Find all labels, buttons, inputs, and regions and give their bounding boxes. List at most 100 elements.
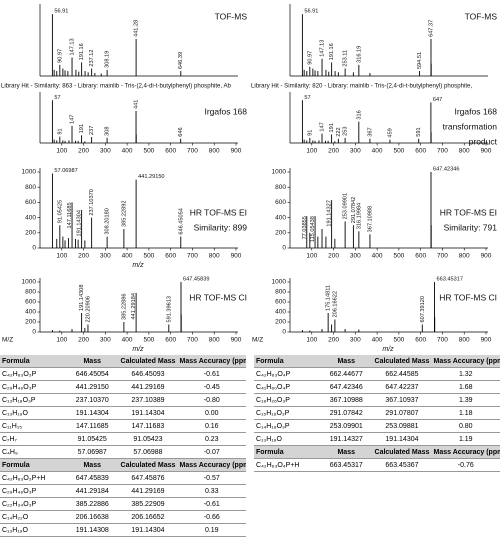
- peak-label: 91.05425: [57, 200, 63, 223]
- table-cell: 441.29150: [66, 380, 119, 394]
- panel-title: Irgafos 168: [454, 106, 497, 116]
- header-cell: Mass Accuracy (ppm): [177, 355, 246, 368]
- table-cell: C₇H₇: [0, 432, 67, 446]
- x-tick-label: 400: [122, 148, 133, 155]
- table-cell: 191.14308: [66, 523, 119, 537]
- right-spectra: TOF-MS 56.91 90.97 147.13 191.16 253.11 316.19…: [251, 4, 498, 352]
- x-tick-label: 900: [231, 253, 242, 260]
- peak-label: 147: [319, 122, 325, 131]
- table-cell: 0.23: [177, 432, 246, 446]
- x-axis-label: m/z: [132, 262, 144, 269]
- table-cell: 663.45317: [320, 458, 373, 472]
- table-cell: C₄₂H₆₃O₃P+H: [0, 471, 67, 485]
- header-cell: Mass Accuracy (ppm): [431, 445, 500, 459]
- table-cell: 647.45839: [66, 471, 119, 485]
- x-tick-label: 500: [143, 337, 154, 344]
- x-tick-label: 800: [459, 253, 470, 260]
- left-spectra: TOF-MS 56.91 90.97 147.13 191.16 237.12 308.19…: [1, 4, 248, 352]
- peak-label: 147: [69, 115, 75, 124]
- library-hit: Library Hit - Similarity: 863 - Library:…: [1, 83, 232, 90]
- table-cell: 0.16: [177, 419, 246, 433]
- x-tick-label: 100: [56, 148, 67, 155]
- y-tick-label: 200: [275, 319, 286, 326]
- table-cell: C₁₃H₁₉O: [254, 432, 321, 446]
- table-cell: 191.14327: [320, 432, 373, 446]
- table-cell: 253.09881: [372, 419, 432, 433]
- table-cell: 441.29184: [66, 484, 119, 498]
- peak-label: 57: [304, 95, 310, 101]
- panel-title: product: [469, 136, 498, 146]
- x-tick-label: 300: [100, 337, 111, 344]
- peak-label: 367: [367, 127, 373, 136]
- table-cell: 1.32: [431, 367, 500, 381]
- peak-label: 57.06987: [54, 168, 77, 174]
- table-cell: 1.19: [431, 432, 500, 446]
- x-tick-label: 900: [481, 253, 492, 260]
- x-tick-label: 600: [415, 148, 426, 155]
- table-cell: C₁₄H₁₈O₃P: [254, 419, 321, 433]
- header-row: Formula Mass Calculated Mass Mass Accuracy …: [254, 445, 500, 459]
- table-row: C₄₁H₆₀O₄P 647.42346 647.42237 1.68: [254, 380, 500, 394]
- peak-label: 647.45839: [183, 276, 209, 282]
- x-tick-label: 300: [100, 148, 111, 155]
- peak-label: 191: [79, 124, 85, 133]
- header-cell: Mass: [66, 458, 119, 472]
- x-tick-label: 800: [209, 148, 220, 155]
- x-tick-label: 200: [328, 337, 339, 344]
- header-cell: Formula: [0, 458, 67, 472]
- x-tick-label: 800: [209, 253, 220, 260]
- panel-title: HR TOF-MS EI: [190, 207, 247, 217]
- x-tick-label: 100: [306, 337, 317, 344]
- peak-label: 90.97: [57, 49, 63, 63]
- peak-label: 253.11: [343, 50, 349, 67]
- y-tick-label: 800: [25, 184, 36, 191]
- peak-label: 191.14304: [77, 210, 83, 236]
- table-cell: -0.45: [177, 380, 246, 394]
- left-table: Formula Mass Calculated Mass Mass Accuracy …: [0, 355, 246, 537]
- table-cell: C₄₂H₆₃O₃P: [0, 367, 67, 381]
- peak-label: 147.13: [320, 40, 326, 57]
- x-tick-label: 400: [122, 337, 133, 344]
- x-tick-label: 200: [328, 253, 339, 260]
- table-cell: C₄₂H₆₃O₄P+H: [254, 458, 321, 472]
- table-cell: 646.45093: [118, 367, 178, 381]
- panel-title: HR TOF-MS CI: [439, 292, 497, 302]
- header-cell: Formula: [254, 445, 321, 459]
- x-tick-label: 100: [56, 337, 67, 344]
- peak-label: 191.16: [329, 43, 335, 60]
- x-tick-label: 600: [415, 253, 426, 260]
- table-cell: 647.42237: [372, 380, 432, 394]
- peak-label: 253: [343, 127, 349, 136]
- y-tick-label: 1000: [272, 169, 287, 176]
- header-row: Formula Mass Calculated Mass Mass Accuracy …: [0, 355, 246, 368]
- peak-label: 646.45054: [178, 208, 184, 234]
- x-tick-label: 200: [78, 337, 89, 344]
- table-cell: 1.68: [431, 380, 500, 394]
- peak-label: 663.45317: [436, 276, 462, 282]
- peak-label: 459: [387, 128, 393, 137]
- x-tick-label: 700: [437, 148, 448, 155]
- x-tick-label: 200: [78, 148, 89, 155]
- x-tick-label: 500: [393, 337, 404, 344]
- table-row: C₄₂H₆₃O₄P 662.44677 662.44585 1.32: [254, 367, 500, 381]
- table-cell: C₂₂H₃₄O₃P: [0, 497, 67, 511]
- y-tick-label: 1000: [22, 169, 37, 176]
- peak-label: 253.09901: [343, 193, 349, 219]
- table-cell: 57.06988: [118, 445, 178, 459]
- x-tick-label: 700: [187, 253, 198, 260]
- annotation: Similarity: 899: [194, 222, 248, 232]
- table-cell: 0.80: [431, 419, 500, 433]
- peak-label: 308.19: [105, 51, 111, 68]
- table-cell: 0.19: [177, 523, 246, 537]
- table-cell: 646.45054: [66, 367, 119, 381]
- table-cell: 147.11683: [118, 419, 178, 433]
- peak-label: 115.05438: [310, 216, 316, 242]
- y-tick-label: 800: [275, 289, 286, 296]
- table-cell: 385.22886: [66, 497, 119, 511]
- x-tick-label: 500: [393, 253, 404, 260]
- table-cell: 253.09901: [320, 419, 373, 433]
- peak-label: 316.19984: [356, 203, 362, 229]
- table-row: C₂₂H₃₄O₃P 385.22886 385.22909 -0.61: [0, 497, 246, 511]
- y-tick-label: 200: [25, 319, 36, 326]
- y-tick-label: 400: [275, 214, 286, 221]
